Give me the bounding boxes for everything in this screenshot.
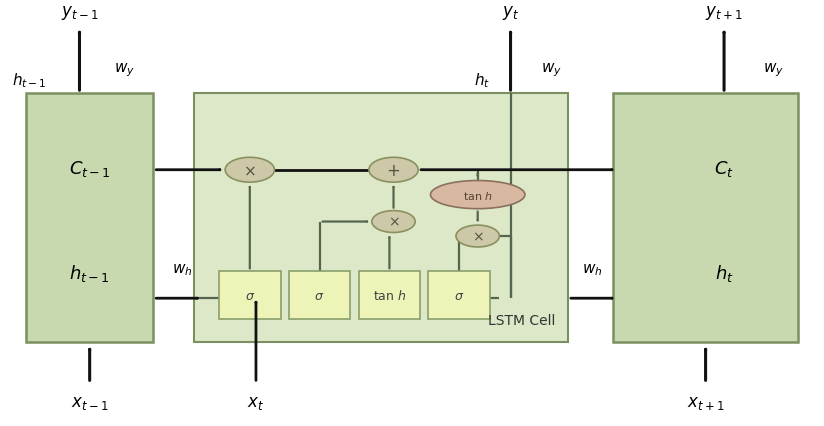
Text: $w_h$: $w_h$ xyxy=(172,262,192,277)
FancyBboxPatch shape xyxy=(428,272,490,319)
Text: $h_{t-1}$: $h_{t-1}$ xyxy=(12,71,47,90)
Text: $y_{t+1}$: $y_{t+1}$ xyxy=(705,3,742,21)
Text: $x_{t+1}$: $x_{t+1}$ xyxy=(687,393,724,411)
Text: $x_t$: $x_t$ xyxy=(247,393,265,411)
Text: $C_t$: $C_t$ xyxy=(714,158,734,178)
Text: $\times$: $\times$ xyxy=(472,230,484,244)
Text: $\tan\,h$: $\tan\,h$ xyxy=(462,189,493,201)
Text: $w_y$: $w_y$ xyxy=(541,61,562,79)
Circle shape xyxy=(456,226,499,248)
Text: $w_y$: $w_y$ xyxy=(763,61,784,79)
Text: LSTM Cell: LSTM Cell xyxy=(489,314,555,328)
Text: $\sigma$: $\sigma$ xyxy=(454,289,465,302)
Text: $\times$: $\times$ xyxy=(243,163,256,178)
Text: $w_y$: $w_y$ xyxy=(115,61,135,79)
Text: $\sigma$: $\sigma$ xyxy=(245,289,255,302)
Text: $+$: $+$ xyxy=(386,161,400,179)
Circle shape xyxy=(372,211,415,233)
Text: $w_h$: $w_h$ xyxy=(583,262,603,277)
Text: $x_{t-1}$: $x_{t-1}$ xyxy=(71,393,109,411)
Text: $C_{t-1}$: $C_{t-1}$ xyxy=(68,158,110,178)
FancyBboxPatch shape xyxy=(26,94,153,342)
Text: $h_t$: $h_t$ xyxy=(474,71,490,90)
FancyBboxPatch shape xyxy=(613,94,798,342)
Text: $\times$: $\times$ xyxy=(387,215,400,229)
Text: $h_t$: $h_t$ xyxy=(714,262,733,283)
Ellipse shape xyxy=(430,181,525,209)
Text: $y_{t-1}$: $y_{t-1}$ xyxy=(61,3,98,21)
FancyBboxPatch shape xyxy=(194,94,568,342)
Circle shape xyxy=(369,158,418,183)
Circle shape xyxy=(225,158,274,183)
Text: $\tan\,h$: $\tan\,h$ xyxy=(372,288,406,302)
FancyBboxPatch shape xyxy=(289,272,350,319)
Text: $y_t$: $y_t$ xyxy=(502,3,519,21)
FancyBboxPatch shape xyxy=(219,272,281,319)
Text: $h_{t-1}$: $h_{t-1}$ xyxy=(69,262,110,283)
Text: $\sigma$: $\sigma$ xyxy=(315,289,325,302)
FancyBboxPatch shape xyxy=(358,272,420,319)
